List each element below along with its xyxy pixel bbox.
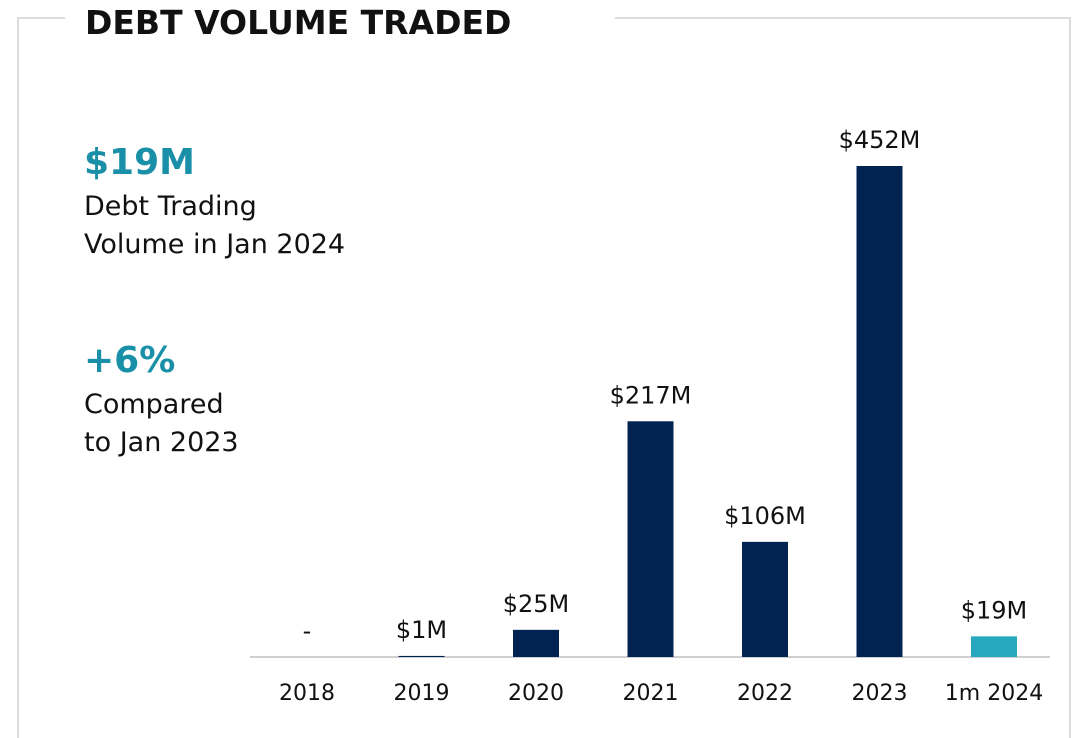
stat-text: Volume in Jan 2024 <box>84 229 345 260</box>
bar <box>627 421 674 657</box>
stat-text: to Jan 2023 <box>84 427 239 458</box>
value-label: $19M <box>961 596 1028 624</box>
x-tick-label: 2022 <box>737 681 793 706</box>
stat-value: $19M <box>84 142 195 183</box>
value-label: $452M <box>839 126 921 154</box>
value-label: $106M <box>724 502 806 530</box>
value-label: $1M <box>396 616 447 644</box>
x-tick-label: 2021 <box>623 681 679 706</box>
value-label: - <box>303 617 312 645</box>
stat-text: Debt Trading <box>84 191 257 222</box>
x-tick-label: 2019 <box>394 681 450 706</box>
x-tick-label: 2020 <box>508 681 564 706</box>
x-tick-label: 1m 2024 <box>945 681 1043 706</box>
bar <box>398 655 445 657</box>
value-label: $217M <box>610 381 692 409</box>
x-tick-label: 2018 <box>279 681 335 706</box>
chart-title: DEBT VOLUME TRADED <box>85 3 511 42</box>
value-label: $25M <box>503 590 570 618</box>
bar <box>742 541 788 657</box>
bar <box>971 636 1017 657</box>
x-tick-label: 2023 <box>852 681 908 706</box>
bar <box>856 166 903 657</box>
card-frame <box>17 17 1071 738</box>
stat-text: Compared <box>84 389 224 420</box>
bar <box>513 629 559 657</box>
stat-value: +6% <box>84 340 175 381</box>
